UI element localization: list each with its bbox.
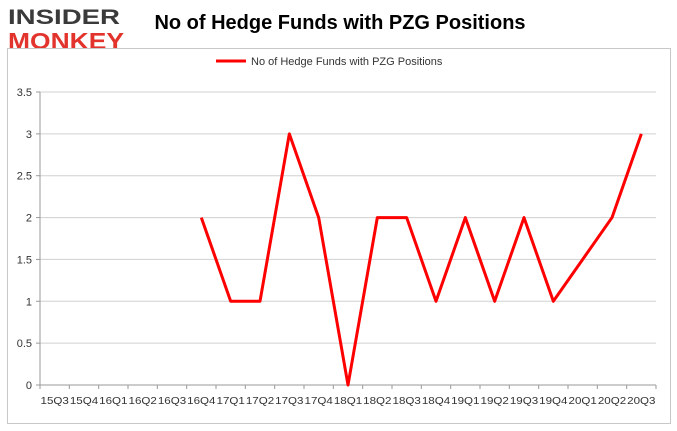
insider-monkey-logo: INSIDER MONKEY xyxy=(8,6,124,54)
legend: No of Hedge Funds with PZG Positions xyxy=(216,56,443,68)
y-tick-label: 0 xyxy=(26,380,32,392)
y-tick-label: 0.5 xyxy=(17,338,32,350)
chart-frame xyxy=(7,48,671,424)
x-tick-label: 16Q4 xyxy=(187,395,216,407)
x-tick-label: 15Q3 xyxy=(41,395,70,407)
x-tick-label: 20Q1 xyxy=(569,395,598,407)
x-tick-label: 20Q2 xyxy=(598,395,627,407)
x-tick-labels: 15Q3 15Q4 16Q1 16Q2 16Q3 16Q4 17Q1 17Q2 17Q3 17Q4… xyxy=(41,395,656,407)
y-tick-labels: 0 0.5 1 1.5 2 2.5 3 3.5 xyxy=(17,87,32,392)
logo-text-monkey: MONKEY xyxy=(8,28,124,54)
y-tick-label: 1 xyxy=(26,296,32,308)
x-tick-label: 19Q2 xyxy=(481,395,510,407)
x-tick-label: 17Q4 xyxy=(305,395,334,407)
x-tick-label: 19Q3 xyxy=(510,395,539,407)
x-tick-label: 16Q3 xyxy=(158,395,187,407)
x-tick-label: 17Q1 xyxy=(217,395,246,407)
x-tick-label: 19Q4 xyxy=(539,395,568,407)
x-tick-label: 18Q2 xyxy=(363,395,392,407)
x-tick-label: 16Q1 xyxy=(99,395,128,407)
x-tick-label: 17Q3 xyxy=(275,395,304,407)
axes xyxy=(36,91,657,389)
x-tick-label: 19Q1 xyxy=(451,395,480,407)
x-tick-label: 20Q3 xyxy=(627,395,656,407)
x-tick-label: 18Q4 xyxy=(422,395,451,407)
gridlines xyxy=(40,91,656,386)
legend-label: No of Hedge Funds with PZG Positions xyxy=(251,56,443,68)
y-tick-label: 2 xyxy=(26,213,32,225)
x-tick-label: 18Q3 xyxy=(393,395,422,407)
y-tick-label: 2.5 xyxy=(17,171,32,183)
chart-title: No of Hedge Funds with PZG Positions xyxy=(154,12,526,34)
y-tick-label: 1.5 xyxy=(17,254,32,266)
logo-text-insider: INSIDER xyxy=(8,6,120,29)
x-tick-label: 17Q2 xyxy=(246,395,275,407)
series-lines xyxy=(199,132,643,387)
x-tick-label: 16Q2 xyxy=(129,395,158,407)
y-tick-label: 3.5 xyxy=(17,87,32,99)
y-tick-label: 3 xyxy=(26,129,32,141)
x-tick-label: 15Q4 xyxy=(70,395,99,407)
x-tick-label: 18Q1 xyxy=(334,395,363,407)
